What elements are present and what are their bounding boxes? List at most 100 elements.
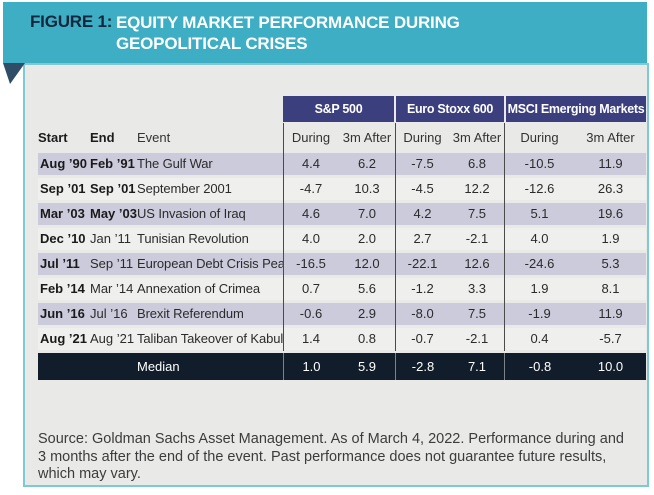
subheader-eurostoxx-during: During (403, 130, 442, 145)
value-cell: -7.5 (411, 156, 434, 171)
value-cell: 19.6 (597, 206, 624, 221)
table-row: Aug ’21 Aug ’21 Taliban Takeover of Kabul 1… (38, 328, 646, 350)
column-divider (504, 123, 505, 351)
value-cell: 3.3 (467, 281, 487, 296)
event-name: Tunisian Revolution (137, 231, 249, 246)
banner-fold-triangle (3, 63, 25, 84)
group-header-sp500: S&P 500 (283, 96, 394, 122)
column-header-end: End (90, 130, 115, 145)
figure-title: EQUITY MARKET PERFORMANCE DURING GEOPOLI… (116, 13, 460, 53)
value-cell: 11.9 (598, 156, 623, 171)
value-cell: 12.6 (464, 256, 490, 271)
table-row: Mar ’03 May ’03 US Invasion of Iraq 4.6 7.0 4… (38, 203, 646, 225)
value-cell: 4.2 (413, 206, 432, 221)
table-row: Sep ’01 Sep ’01 September 2001 -4.7 10.3 -4.5… (38, 178, 646, 200)
value-cell: -8.0 (411, 306, 434, 321)
value-cell: 8.1 (601, 281, 620, 296)
event-name: Brexit Referendum (137, 306, 244, 321)
median-value: -0.8 (504, 353, 575, 380)
median-value: -2.8 (395, 353, 450, 380)
start-date: Jul ’11 (40, 256, 80, 271)
value-cell: -5.7 (599, 331, 622, 346)
start-date: Feb ’14 (40, 281, 85, 296)
event-name: US Invasion of Iraq (137, 206, 246, 221)
column-header-event: Event (137, 130, 171, 145)
value-cell: 2.9 (357, 306, 377, 321)
column-divider (283, 123, 284, 351)
value-cell: 1.4 (301, 331, 321, 346)
value-cell: 4.6 (301, 206, 321, 221)
event-name: European Debt Crisis Peaks (137, 256, 283, 271)
end-date: Mar ’14 (90, 281, 134, 296)
value-cell: 0.4 (530, 331, 549, 346)
figure-number-label: FIGURE 1: (30, 12, 113, 31)
value-cell: 12.2 (464, 181, 490, 196)
table-row: Feb ’14 Mar ’14 Annexation of Crimea 0.7 5.6… (38, 278, 646, 300)
value-cell: -2.1 (465, 331, 489, 346)
event-name: September 2001 (137, 181, 232, 196)
value-cell: 1.9 (530, 281, 549, 296)
value-cell: -24.6 (524, 256, 555, 271)
end-date: Sep ’11 (90, 256, 134, 271)
median-value: 7.1 (467, 359, 487, 374)
value-cell: 6.2 (357, 156, 377, 171)
value-cell: 2.7 (413, 231, 432, 246)
value-cell: 11.9 (598, 306, 623, 321)
value-cell: 4.0 (301, 231, 321, 246)
group-header-msci-em: MSCI Emerging Markets (506, 96, 646, 122)
end-date: Sep ’01 (90, 181, 136, 196)
value-cell: 4.0 (530, 231, 549, 246)
start-date: Aug ’90 (40, 156, 87, 171)
value-cell: -22.1 (407, 256, 438, 271)
value-cell: -1.9 (528, 306, 551, 321)
start-date: Mar ’03 (40, 206, 85, 221)
table-row: Jul ’11 Sep ’11 European Debt Crisis Peaks… (38, 253, 646, 275)
subheader-sp500-during: During (291, 130, 331, 145)
value-cell: 5.6 (357, 281, 377, 296)
value-cell: 4.4 (301, 156, 321, 171)
end-date: Aug ’21 (90, 331, 135, 346)
table-row: Dec ’10 Jan ’11 Tunisian Revolution 4.0 2.0 2… (38, 228, 646, 250)
start-date: Aug ’21 (40, 331, 87, 346)
value-cell: 7.5 (467, 306, 487, 321)
event-name: The Gulf War (137, 156, 213, 171)
end-date: Jul ’16 (90, 306, 128, 321)
table-rows: Aug ’90 Feb ’91 The Gulf War 4.4 6.2 -7.5 6.8 -… (38, 153, 646, 353)
figure-banner: FIGURE 1: EQUITY MARKET PERFORMANCE DURI… (3, 2, 647, 63)
end-date: Jan ’11 (90, 231, 131, 246)
column-divider (395, 123, 396, 351)
value-cell: 26.3 (597, 181, 624, 196)
value-cell: -4.7 (299, 181, 323, 196)
table-row: Aug ’90 Feb ’91 The Gulf War 4.4 6.2 -7.5 6.8 -… (38, 153, 646, 175)
value-cell: 5.3 (601, 256, 620, 271)
table-row: Jun ’16 Jul ’16 Brexit Referendum -0.6 2.9 -8… (38, 303, 646, 325)
value-cell: 1.9 (601, 231, 620, 246)
value-cell: -4.5 (411, 181, 434, 196)
event-name: Taliban Takeover of Kabul (137, 331, 283, 346)
median-value: 5.9 (357, 359, 377, 374)
value-cell: -0.7 (411, 331, 434, 346)
value-cell: 5.1 (530, 206, 549, 221)
end-date: May ’03 (90, 206, 137, 221)
column-header-start: Start (38, 130, 68, 145)
median-value: 1.0 (283, 353, 339, 380)
value-cell: 0.8 (357, 331, 377, 346)
value-cell: 2.0 (357, 231, 377, 246)
value-cell: -16.5 (296, 256, 326, 271)
group-header-eurostoxx: Euro Stoxx 600 (396, 96, 504, 122)
start-date: Jun ’16 (40, 306, 85, 321)
value-cell: 6.8 (467, 156, 487, 171)
value-cell: 7.0 (357, 206, 377, 221)
value-cell: 12.0 (354, 256, 380, 271)
value-cell: 0.7 (301, 281, 321, 296)
subheader-msci-during: During (520, 130, 559, 145)
value-cell: -10.5 (524, 156, 555, 171)
median-value: 10.0 (597, 359, 624, 374)
value-cell: 7.5 (467, 206, 487, 221)
median-label: Median (137, 359, 180, 374)
subheader-eurostoxx-after: 3m After (452, 130, 502, 145)
end-date: Feb ’91 (90, 156, 135, 171)
subheader-sp500-after: 3m After (342, 130, 392, 145)
source-note: Source: Goldman Sachs Asset Management. … (38, 431, 624, 482)
